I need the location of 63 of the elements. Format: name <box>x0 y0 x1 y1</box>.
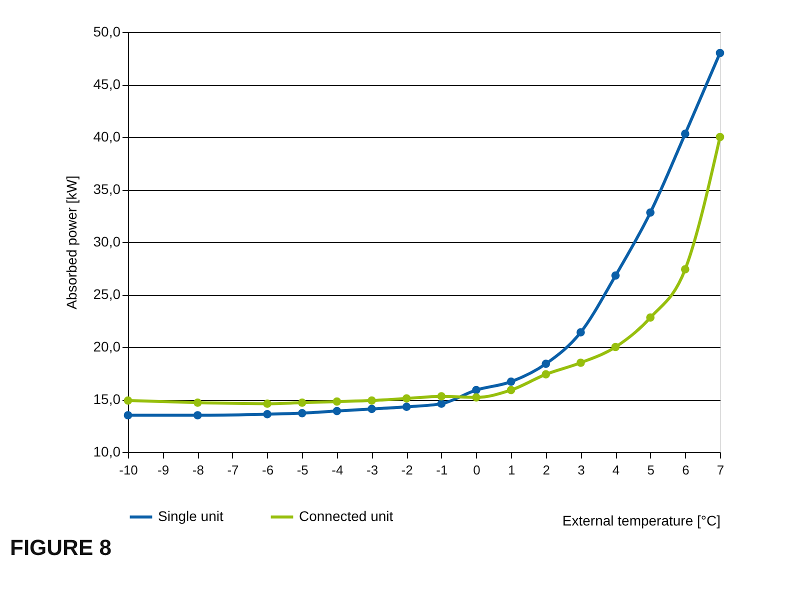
point <box>368 396 376 405</box>
y-tick-label: 30,0 <box>93 234 121 250</box>
point <box>576 358 585 367</box>
point <box>542 360 550 368</box>
point <box>576 328 585 336</box>
y-tick-label: 40,0 <box>93 128 121 144</box>
point <box>332 406 342 416</box>
x-tick-label: 1 <box>508 462 516 478</box>
point <box>402 394 411 403</box>
point <box>716 132 724 142</box>
x-tick-label: 4 <box>612 462 620 478</box>
x-tick-label: -5 <box>296 462 308 478</box>
x-tick-label: -7 <box>227 462 239 478</box>
legend-label: Connected unit <box>299 508 394 524</box>
y-axis-title: Absorbed power [kW] <box>63 176 80 310</box>
point <box>716 48 724 58</box>
y-tick-label: 20,0 <box>93 338 121 354</box>
point <box>298 408 306 418</box>
y-tick-label: 35,0 <box>93 181 121 197</box>
caption: FIGURE 8 <box>10 535 112 560</box>
point <box>506 386 516 394</box>
point <box>332 397 342 406</box>
point <box>542 370 550 378</box>
x-tick-label: -9 <box>158 462 170 478</box>
point <box>611 342 620 352</box>
point <box>680 265 690 274</box>
x-tick-label: -4 <box>332 462 344 478</box>
y-tick-label: 25,0 <box>93 286 121 302</box>
point <box>437 400 446 408</box>
x-tick-label: -1 <box>436 462 448 478</box>
legend-label: Single unit <box>158 508 224 524</box>
point <box>193 411 202 420</box>
point <box>124 411 132 420</box>
point <box>611 271 620 280</box>
y-tick-label: 10,0 <box>93 444 121 460</box>
x-axis-title: External temperature [°C] <box>562 512 720 528</box>
point <box>263 410 272 418</box>
point <box>680 130 690 138</box>
point <box>506 377 516 386</box>
x-tick-label: -8 <box>192 462 204 478</box>
point <box>193 398 202 407</box>
x-tick-label: 3 <box>578 462 585 478</box>
x-tick-label: 2 <box>542 462 550 478</box>
point <box>298 398 306 407</box>
point <box>368 404 376 414</box>
point <box>402 402 411 412</box>
x-tick-label: 0 <box>473 462 480 478</box>
point <box>646 208 655 217</box>
point <box>472 393 480 402</box>
x-tick-label: -10 <box>119 462 138 478</box>
x-tick-label: 6 <box>682 462 690 478</box>
x-tick-label: -2 <box>401 462 413 478</box>
x-tick-label: 7 <box>716 462 724 478</box>
point <box>472 386 480 394</box>
point <box>646 313 655 322</box>
y-tick-label: 50,0 <box>93 24 121 40</box>
x-tick-label: -6 <box>262 462 274 478</box>
point <box>263 400 272 408</box>
x-tick-label: 5 <box>647 462 654 478</box>
point <box>437 392 446 401</box>
y-tick-label: 15,0 <box>93 391 121 407</box>
x-tick-label: -3 <box>366 462 378 478</box>
y-tick-label: 45,0 <box>93 76 121 92</box>
